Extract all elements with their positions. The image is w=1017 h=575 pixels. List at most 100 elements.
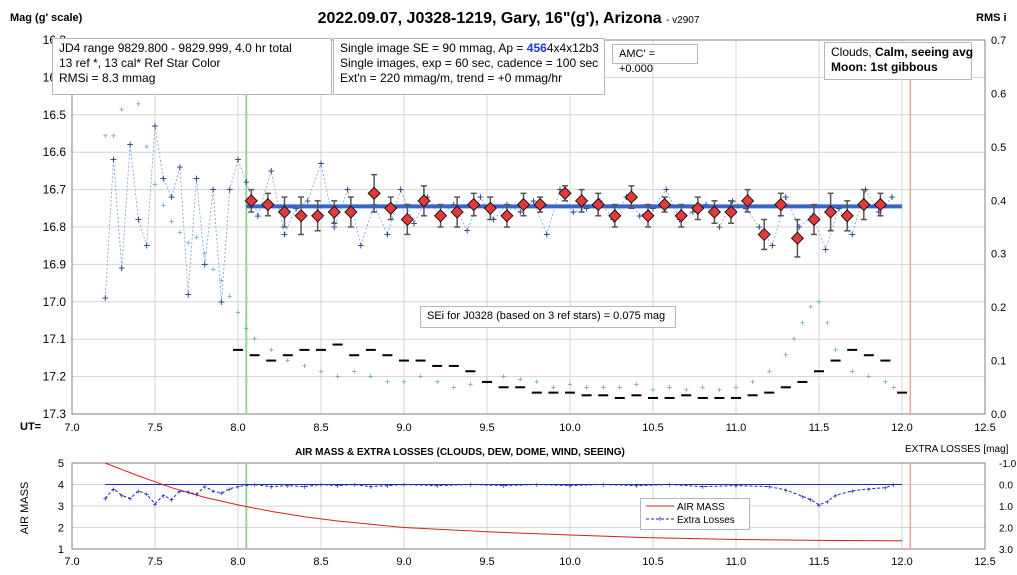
rms-point: + [219,275,224,285]
binned-point [311,209,325,223]
jd-info-box: JD4 range 9829.800 - 9829.999, 4.0 hr to… [52,38,332,95]
rms-point: + [783,350,788,360]
binned-point [707,205,721,219]
upper-y-tick: 16.5 [43,108,67,122]
rms-point: + [119,104,124,114]
single-image-box: Single image SE = 90 mmag, Ap = 4564x4x1… [333,38,605,95]
single-image-point: + [782,190,789,204]
lower-x-tick: 7.0 [64,556,79,568]
extra-losses-point: + [119,491,124,500]
single-se-text: Single image SE = 90 mmag, Ap = 4564x4x1… [340,41,599,55]
upper-y2-tick: 0.0 [991,409,1006,421]
single-image-point: + [331,220,338,234]
lower-y2-tick: 3.0 [999,545,1013,556]
lower-x-tick: 12.0 [891,556,912,568]
single-image-point: + [849,227,856,241]
extra-losses-point: + [285,482,290,491]
upper-y-tick: 16.7 [43,183,67,197]
extra-losses-line [104,483,894,506]
rms-point: + [202,249,207,259]
rms-point: + [617,382,622,392]
upper-y2-tick: 0.2 [991,302,1006,314]
single-image-point: + [464,224,471,238]
single-image-point: + [889,190,896,204]
binned-point [277,205,292,219]
lower-y-tick: 4 [58,480,64,492]
extra-losses-point: + [368,483,373,492]
rms-point: + [186,238,191,248]
rms-point: + [518,374,523,384]
rms-point: + [800,318,805,328]
single-image-point: + [530,194,537,208]
upper-y-tick: 17.2 [43,370,67,384]
binned-point [575,194,589,208]
binned-point [558,186,572,200]
single-image-point: + [344,183,351,197]
rms-point: + [335,372,340,382]
moon-text: Moon: 1st gibbous [831,60,938,74]
amc-box: AMC' = +0.000 [612,44,698,75]
upper-x-tick: 11.0 [726,422,747,434]
legend-extra-losses: Extra Losses [677,515,735,526]
extra-losses-point: + [435,482,440,491]
binned-point [757,227,771,242]
extra-losses-point: + [601,481,606,490]
upper-x-tick: 11.5 [809,422,830,434]
upper-y2-tick: 0.4 [991,195,1006,207]
extra-losses-point: + [817,501,822,510]
single-image-point: + [254,209,261,223]
rms-point: + [435,377,440,387]
upper-x-tick: 9.5 [479,422,494,434]
rms-point: + [252,334,257,344]
upper-x-tick: 8.5 [313,422,328,434]
single-image-point: + [570,205,577,219]
single-image-point: + [384,227,391,241]
lower-x-tick: 9.5 [479,556,494,568]
upper-x-tick: 12.0 [891,422,912,434]
single-image-point: + [822,242,829,256]
lower-y2-tick: 0.0 [999,481,1013,492]
upper-x-tick: 10.5 [642,422,663,434]
lower-x-tick: 8.5 [313,556,328,568]
airmass-line [105,462,903,542]
rms-point: + [833,345,838,355]
upper-y-tick: 16.9 [43,257,67,271]
extra-losses-point: + [866,485,871,494]
single-image-point: + [517,205,524,219]
single-image-point: + [410,216,417,230]
extra-losses-point: + [178,487,183,496]
binned-point [400,212,414,227]
single-image-point: + [490,213,497,227]
binned-point [384,201,398,215]
extra-losses-point: + [402,481,407,490]
extra-losses-point: + [202,483,207,492]
single-image-point: + [218,295,225,309]
single-image-point: + [424,190,431,204]
rms-point: + [601,382,606,392]
single-image-point: + [243,175,250,189]
lower-x-tick: 11.5 [809,556,830,568]
rms-text: RMSi = 8.3 mmag [59,71,156,85]
extra-losses-point: + [144,490,149,499]
single-image-point: + [151,119,158,133]
extra-losses-point: + [153,500,158,509]
rms-point: + [152,179,157,189]
rms-point: + [567,380,572,390]
extra-losses-point: + [700,483,705,492]
single-image-point: + [689,205,696,219]
lower-x-tick: 9.0 [396,556,411,568]
rms-point: + [269,345,274,355]
upper-x-tick: 12.5 [974,422,995,434]
binned-point [774,197,788,212]
lower-chart-title: AIR MASS & EXTRA LOSSES (CLOUDS, DEW, DO… [295,447,625,458]
single-image-point: + [557,183,564,197]
rms-point: + [584,382,589,392]
lower-plot-frame [71,462,986,550]
extra-losses-point: + [186,488,191,497]
extra-losses-point: + [161,491,166,500]
binned-point [873,197,887,212]
extra-losses-point: + [891,481,896,490]
rms-point: + [177,227,182,237]
binned-point [344,205,358,219]
extra-losses-point: + [335,482,340,491]
